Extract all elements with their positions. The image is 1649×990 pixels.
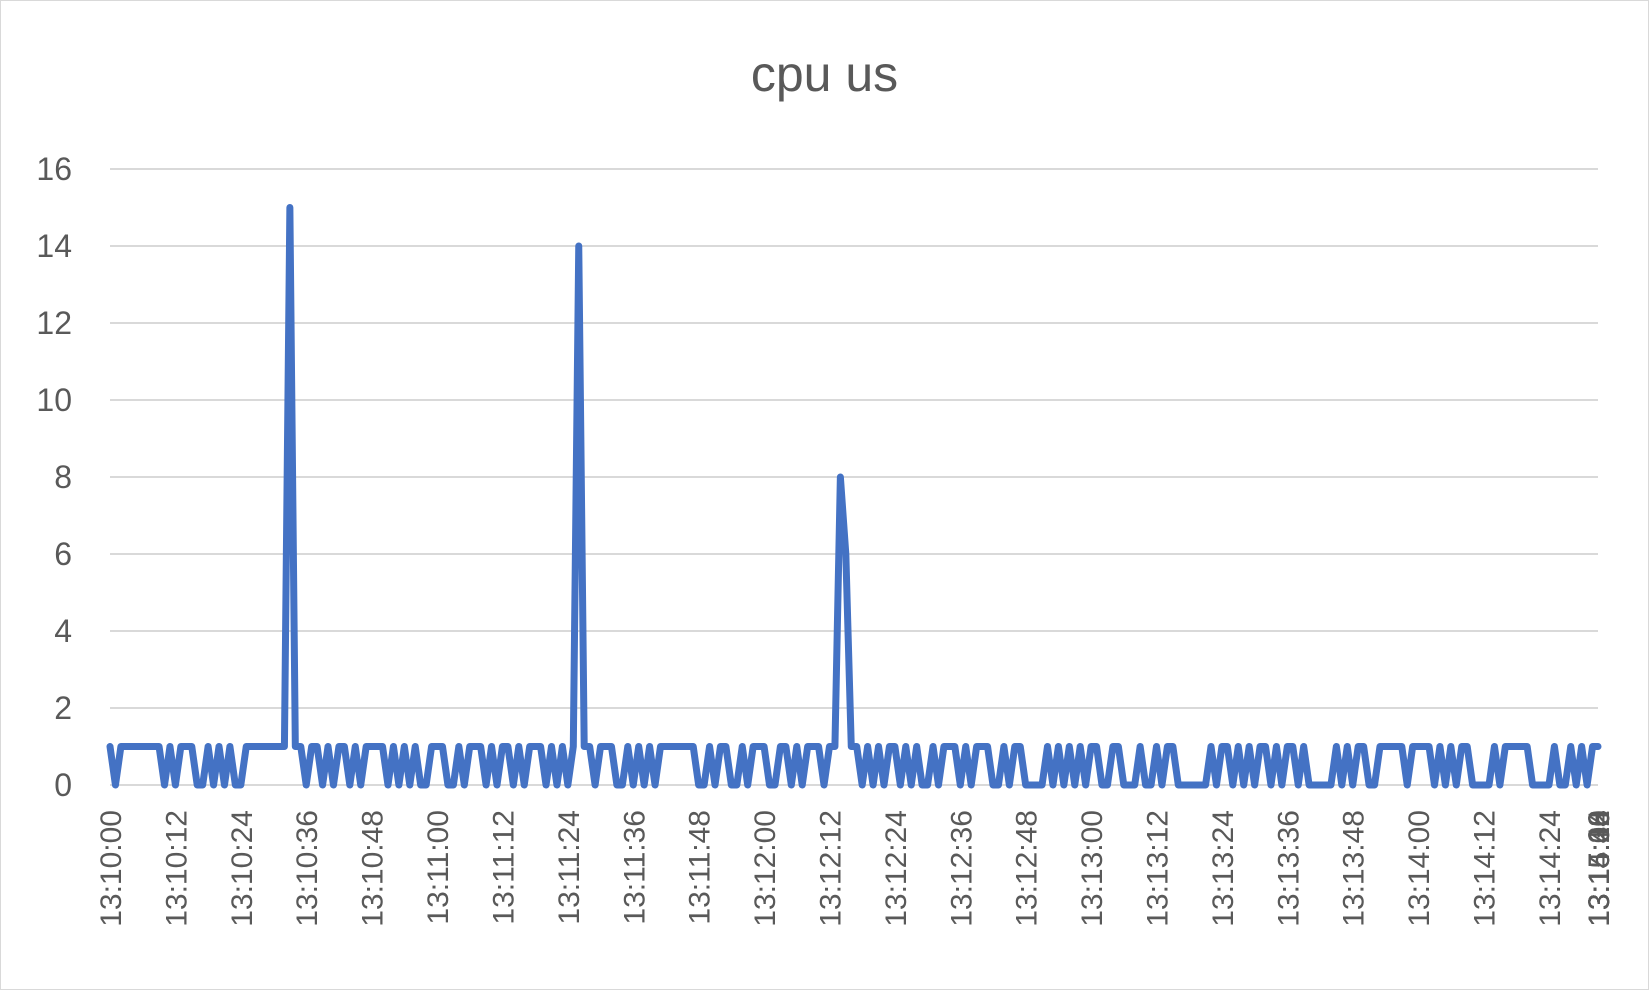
x-tick-label-8: 13:11:36	[618, 810, 651, 925]
chart-title: cpu us	[750, 46, 899, 102]
x-tick-label-20: 13:14:00	[1403, 810, 1436, 927]
y-tick-label-10: 10	[36, 382, 72, 418]
x-tick-label-19: 13:13:48	[1338, 810, 1371, 927]
x-tick-label-21: 13:14:12	[1469, 810, 1502, 927]
x-tick-label-11: 13:12:12	[814, 810, 847, 927]
x-tick-label-9: 13:11:48	[684, 810, 717, 925]
series-line	[106, 204, 1602, 789]
x-tick-label-16: 13:13:12	[1142, 810, 1175, 927]
x-tick-label-1: 13:10:12	[160, 810, 193, 927]
x-tick-label-0: 13:10:00	[95, 810, 128, 927]
x-tick-label-24: 13:14:48	[1583, 810, 1616, 927]
x-tick-label-12: 13:12:24	[880, 810, 913, 927]
x-tick-label-14: 13:12:48	[1011, 810, 1044, 927]
x-tick-label-7: 13:11:24	[553, 810, 586, 925]
x-tick-label-27: 13:15:24	[1583, 810, 1616, 927]
y-tick-label-4: 4	[54, 613, 72, 649]
x-tick-label-3: 13:10:36	[291, 810, 324, 927]
x-tick-label-5: 13:11:00	[422, 810, 455, 925]
y-axis-ticks: 0 2 4 6 8 10 12 14 16	[36, 151, 72, 803]
x-tick-label-15: 13:13:00	[1076, 810, 1109, 927]
x-tick-label-13: 13:12:36	[945, 810, 978, 927]
y-tick-label-16: 16	[36, 151, 72, 187]
y-tick-label-8: 8	[54, 459, 72, 495]
y-tick-label-0: 0	[54, 767, 72, 803]
series-group	[106, 204, 1602, 789]
x-tick-label-25: 13:15:00	[1583, 810, 1616, 927]
x-tick-label-23: 13:14:36	[1583, 810, 1616, 927]
y-tick-label-6: 6	[54, 536, 72, 572]
x-tick-label-17: 13:13:24	[1207, 810, 1240, 927]
y-tick-label-2: 2	[54, 690, 72, 726]
x-tick-label-26: 13:15:12	[1583, 810, 1616, 927]
x-tick-label-4: 13:10:48	[357, 810, 390, 927]
x-tick-label-18: 13:13:36	[1272, 810, 1305, 927]
x-tick-label-6: 13:11:12	[487, 810, 520, 925]
x-tick-label-10: 13:12:00	[749, 810, 782, 927]
x-tick-label-22: 13:14:24	[1534, 810, 1567, 927]
gridlines	[110, 168, 1598, 786]
x-tick-label-2: 13:10:24	[226, 810, 259, 927]
y-tick-label-14: 14	[36, 228, 72, 264]
x-axis-ticks: 13:10:00 13:10:12 13:10:24 13:10:36 13:10:48…	[95, 810, 1616, 927]
y-tick-label-12: 12	[36, 305, 72, 341]
